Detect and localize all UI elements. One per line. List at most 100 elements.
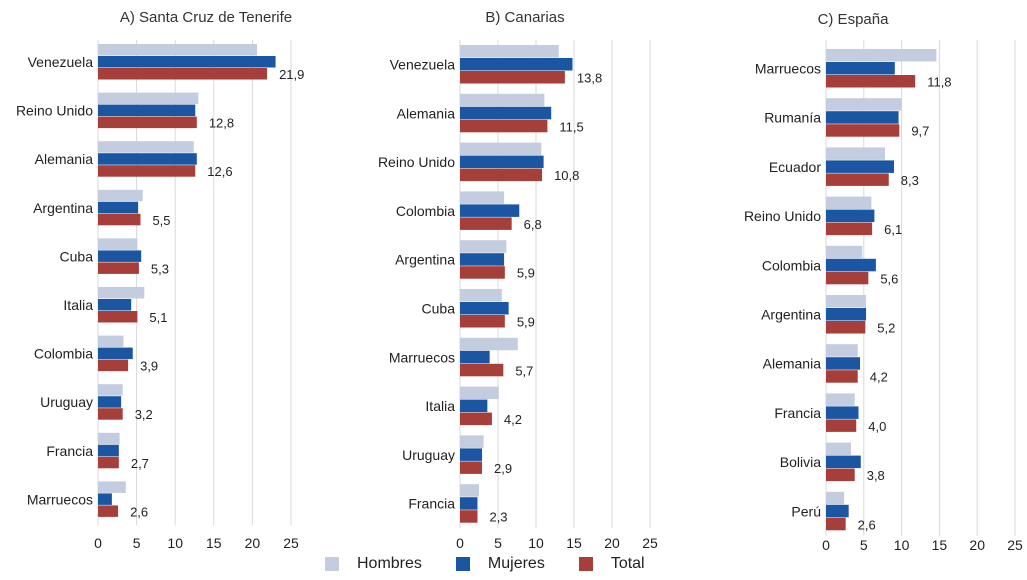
bar-hombres: [460, 386, 499, 400]
bar-mujeres: [98, 250, 142, 262]
data-label: 4,2: [870, 370, 888, 385]
category-label: Alemania: [763, 356, 822, 372]
category-label: Venezuela: [390, 57, 456, 73]
data-label: 2,9: [494, 461, 512, 476]
bar-mujeres: [460, 155, 544, 169]
category-label: Colombia: [396, 203, 455, 219]
legend-item-mujeres: Mujeres: [455, 555, 545, 573]
bar-hombres: [460, 142, 542, 156]
data-label: 10,8: [554, 168, 579, 183]
category-label: Francia: [408, 496, 455, 512]
data-label: 8,3: [901, 173, 919, 188]
category-label: Cuba: [60, 248, 94, 264]
bar-total: [826, 75, 916, 88]
bar-total: [98, 262, 139, 274]
bar-hombres: [826, 442, 851, 456]
bar-hombres: [826, 196, 872, 210]
bar-total: [98, 311, 138, 323]
bar-hombres: [98, 432, 120, 445]
x-tick-label: 0: [94, 535, 102, 551]
legend-item-hombres: Hombres: [325, 555, 422, 573]
bar-total: [460, 363, 504, 377]
legend: Hombres Mujeres Total: [325, 554, 679, 574]
legend-swatch-hombres: [325, 557, 339, 571]
data-label: 2,7: [131, 456, 149, 471]
x-tick-label: 15: [566, 535, 582, 551]
data-label: 3,9: [140, 359, 158, 374]
bar-hombres: [460, 191, 505, 204]
bar-hombres: [98, 238, 138, 250]
category-label: Colombia: [762, 257, 821, 273]
x-tick-label: 0: [822, 537, 830, 553]
legend-label-total: Total: [610, 555, 645, 572]
bar-total: [460, 412, 492, 426]
x-tick-label: 15: [206, 535, 222, 551]
data-label: 9,7: [911, 124, 929, 139]
bar-hombres: [460, 484, 479, 497]
x-tick-label: 20: [604, 535, 620, 551]
bar-total: [826, 124, 900, 137]
bar-mujeres: [460, 497, 478, 510]
bar-hombres: [826, 98, 902, 111]
bar-mujeres: [460, 253, 505, 266]
category-label: Marruecos: [27, 491, 93, 507]
bar-mujeres: [98, 56, 276, 68]
bar-mujeres: [460, 58, 573, 71]
bar-mujeres: [98, 493, 112, 505]
bar-hombres: [460, 240, 507, 253]
category-label: Reino Unido: [378, 154, 455, 170]
category-label: Cuba: [422, 301, 456, 317]
bar-total: [98, 456, 119, 469]
category-label: Perú: [791, 503, 821, 519]
category-label: Venezuela: [28, 54, 94, 70]
legend-swatch-mujeres: [455, 557, 470, 571]
data-label: 3,2: [135, 407, 153, 422]
data-label: 6,8: [524, 217, 542, 232]
bar-total: [460, 217, 512, 230]
chart-title: A) Santa Cruz de Tenerife: [120, 9, 292, 26]
bar-hombres: [460, 45, 559, 58]
category-label: Argentina: [761, 307, 821, 323]
legend-label-mujeres: Mujeres: [487, 555, 545, 572]
bar-hombres: [826, 393, 855, 406]
category-label: Italia: [63, 297, 93, 313]
data-label: 4,2: [504, 412, 522, 427]
bar-mujeres: [98, 347, 133, 360]
x-tick-label: 10: [167, 535, 183, 551]
data-label: 5,3: [151, 261, 169, 276]
data-label: 2,3: [489, 510, 507, 525]
chart-panel-2: B) Canarias 0 5 10 15 20 25 Venezuela 13,8 Aleman…: [378, 9, 658, 551]
bar-hombres: [826, 147, 885, 160]
chart-panel-3: C) España 0 5 10 15 20 25 Marruecos 11,8 Rumanía 9…: [744, 11, 1023, 553]
x-tick-label: 0: [456, 535, 464, 551]
bar-mujeres: [98, 444, 119, 457]
bar-mujeres: [98, 104, 196, 117]
bar-mujeres: [460, 204, 520, 217]
data-label: 5,2: [877, 321, 895, 336]
bar-mujeres: [460, 448, 483, 461]
bar-total: [826, 370, 858, 383]
bar-total: [460, 168, 543, 182]
data-label: 12,8: [209, 116, 234, 131]
category-label: Reino Unido: [744, 208, 821, 224]
data-label: 5,5: [152, 213, 170, 228]
bar-hombres: [98, 287, 145, 299]
bar-mujeres: [460, 399, 488, 413]
bar-mujeres: [826, 258, 876, 272]
data-label: 2,6: [130, 504, 148, 519]
x-tick-label: 5: [494, 535, 502, 551]
bar-hombres: [98, 384, 123, 396]
bar-hombres: [826, 49, 937, 62]
bar-hombres: [98, 481, 126, 493]
x-tick-label: 15: [932, 537, 948, 553]
bar-hombres: [460, 93, 545, 107]
bar-total: [98, 116, 197, 129]
bar-mujeres: [826, 160, 895, 173]
data-label: 4,0: [868, 419, 886, 434]
x-tick-label: 25: [283, 535, 299, 551]
bar-mujeres: [98, 299, 132, 311]
bar-mujeres: [98, 153, 197, 165]
category-label: Rumanía: [764, 110, 821, 126]
bar-mujeres: [826, 209, 875, 223]
